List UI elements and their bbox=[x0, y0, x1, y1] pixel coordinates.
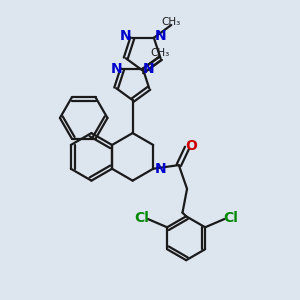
Text: N: N bbox=[143, 62, 154, 76]
Text: O: O bbox=[186, 139, 198, 153]
Text: N: N bbox=[154, 29, 166, 44]
Text: CH₃: CH₃ bbox=[162, 17, 181, 27]
Text: N: N bbox=[154, 162, 166, 176]
Text: CH₃: CH₃ bbox=[151, 48, 170, 58]
Text: N: N bbox=[111, 62, 122, 76]
Text: N: N bbox=[120, 29, 132, 44]
Text: Cl: Cl bbox=[223, 211, 238, 225]
Text: Cl: Cl bbox=[134, 211, 149, 225]
